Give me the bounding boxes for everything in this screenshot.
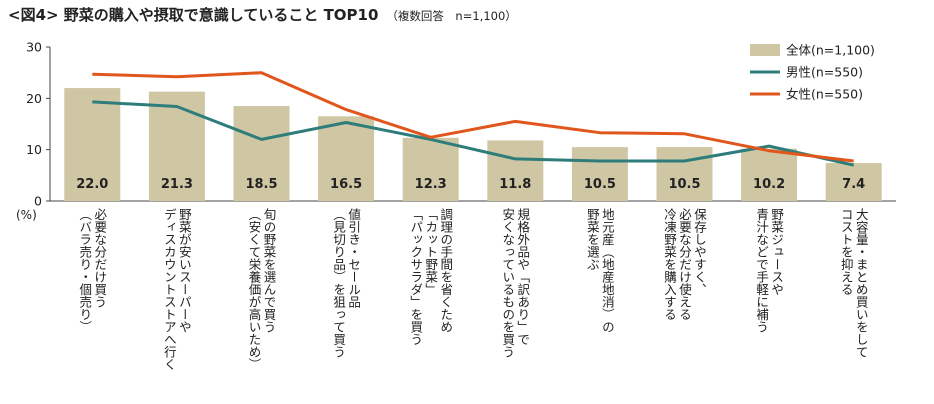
data-label: 10.5	[584, 177, 616, 192]
y-tick-label: 0	[34, 194, 42, 209]
legend-swatch	[750, 44, 780, 56]
x-tick-label: 地元産（地産地消）の 野菜を選ぶ	[584, 208, 615, 333]
chart-subtitle: （複数回答 n=1,100）	[386, 9, 517, 23]
data-label: 10.5	[668, 177, 700, 192]
x-tick-label: 規格外品や「訳あり」で 安くなっているものを買う	[500, 208, 531, 358]
x-tick-label: 旬の野菜を選んで買う （安くて栄養価が高いため）	[246, 208, 277, 371]
bar	[64, 88, 121, 201]
data-label: 16.5	[330, 177, 362, 192]
bar	[318, 116, 375, 201]
data-label: 7.4	[842, 177, 865, 192]
x-tick-label: 必要な分だけ買う （バラ売り・個売り）	[77, 208, 108, 333]
bar	[825, 163, 882, 201]
x-tick-label: 野菜ジュースや 青汁などで手軽に補う	[754, 208, 785, 333]
y-tick-label: 10	[26, 142, 42, 157]
legend-entry: 男性(n=550)	[786, 65, 863, 80]
bar	[233, 106, 290, 201]
bar	[741, 148, 798, 201]
data-label: 22.0	[76, 177, 108, 192]
x-tick-label: 値引き・セール品 （見切り品）を狙って買う	[331, 208, 362, 358]
bar	[656, 147, 713, 201]
data-label: 18.5	[245, 177, 277, 192]
series-line	[92, 71, 854, 163]
bar	[402, 137, 459, 201]
data-label: 12.3	[415, 177, 447, 192]
x-tick-label: 調理の手間を省くため 「カット野菜」 「パックサラダ」を買う	[408, 208, 454, 346]
x-tick-label: 大容量・まとめ買いをして コストを抑える	[838, 208, 869, 358]
chart-title: <図4> 野菜の購入や摂取で意識していること TOP10 （複数回答 n=1,10…	[8, 6, 517, 24]
bar	[487, 140, 544, 201]
series-line	[92, 100, 855, 167]
x-tick-label: 野菜が安いスーパーや ディスカウントストアへ行く	[161, 208, 192, 371]
bar	[148, 91, 205, 201]
y-unit-label: (%)	[16, 208, 37, 222]
y-tick-label: 20	[26, 91, 42, 106]
bar	[571, 147, 628, 201]
legend-entry: 女性(n=550)	[786, 87, 863, 102]
data-label: 21.3	[161, 177, 193, 192]
x-tick-label: 保存しやすく、 必要な分だけ使える 冷凍野菜を購入する	[662, 208, 707, 321]
legend-entry: 全体(n=1,100)	[786, 43, 875, 58]
data-label: 10.2	[753, 177, 785, 192]
data-label: 11.8	[499, 177, 531, 192]
y-tick-label: 30	[26, 40, 42, 55]
